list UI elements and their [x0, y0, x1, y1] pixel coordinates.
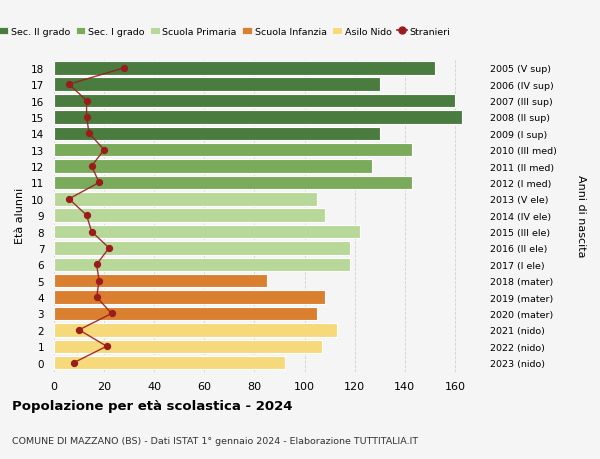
Point [64, 81, 74, 89]
Point [87, 163, 97, 170]
Bar [54, 78, 380, 92]
Bar [54, 127, 380, 141]
Bar [54, 242, 350, 255]
Bar [54, 209, 325, 223]
Point [74, 326, 84, 334]
Bar [54, 95, 455, 108]
Bar [54, 258, 350, 271]
Y-axis label: Anni di nascita: Anni di nascita [576, 174, 586, 257]
Bar [54, 144, 412, 157]
Bar [54, 324, 337, 337]
Bar [54, 291, 325, 304]
Bar [54, 176, 412, 190]
Legend: Sec. II grado, Sec. I grado, Scuola Primaria, Scuola Infanzia, Asilo Nido, Stran: Sec. II grado, Sec. I grado, Scuola Prim… [0, 24, 454, 40]
Point [92, 294, 101, 301]
Point [104, 245, 114, 252]
Bar [54, 111, 463, 124]
Point [84, 130, 94, 138]
Point [119, 65, 129, 73]
Bar [54, 307, 317, 320]
Point [64, 196, 74, 203]
Y-axis label: Età alunni: Età alunni [16, 188, 25, 244]
Point [94, 277, 104, 285]
Bar [54, 62, 435, 75]
Point [100, 147, 109, 154]
Text: Popolazione per età scolastica - 2024: Popolazione per età scolastica - 2024 [12, 399, 293, 412]
Bar [54, 225, 360, 239]
Bar [54, 340, 322, 353]
Bar [54, 160, 372, 174]
Point [82, 98, 91, 105]
Bar [54, 356, 284, 369]
Point [94, 179, 104, 187]
Point [102, 343, 112, 350]
Point [82, 212, 91, 219]
Point [87, 229, 97, 236]
Text: COMUNE DI MAZZANO (BS) - Dati ISTAT 1° gennaio 2024 - Elaborazione TUTTITALIA.IT: COMUNE DI MAZZANO (BS) - Dati ISTAT 1° g… [12, 436, 418, 445]
Bar [54, 274, 267, 288]
Point [69, 359, 79, 366]
Point [92, 261, 101, 269]
Point [107, 310, 116, 318]
Bar [54, 193, 317, 206]
Point [82, 114, 91, 121]
